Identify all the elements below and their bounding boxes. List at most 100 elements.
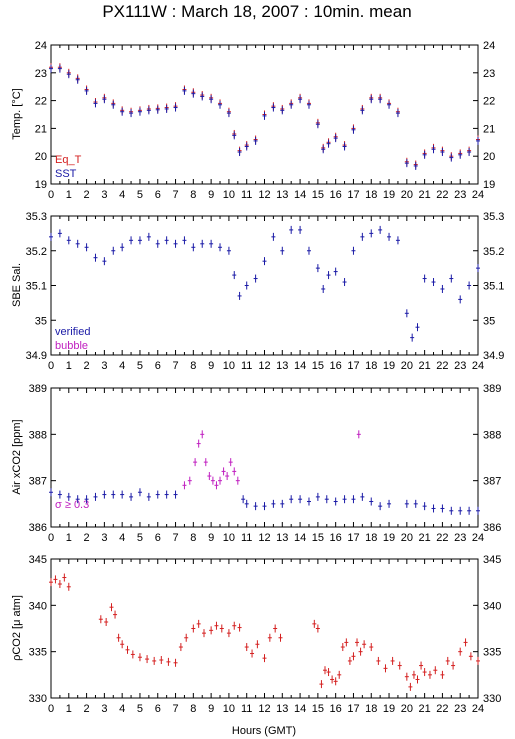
x-tick-label: 2: [84, 703, 90, 715]
y-tick-label-right: 21: [483, 123, 495, 135]
data-point: [408, 682, 413, 691]
data-point: [49, 232, 53, 241]
data-point: [326, 271, 331, 280]
x-tick-label: 19: [383, 532, 395, 544]
data-point: [113, 610, 118, 619]
data-point: [93, 492, 98, 501]
y-tick-label: 20: [35, 151, 47, 163]
x-tick-label: 8: [190, 703, 196, 715]
y-tick-label: 23: [35, 68, 47, 80]
data-point: [109, 603, 114, 612]
data-point: [241, 495, 246, 504]
data-point: [369, 229, 374, 238]
data-point: [449, 153, 454, 162]
data-point: [271, 103, 276, 112]
data-point: [427, 670, 432, 679]
x-tick-label: 8: [190, 532, 196, 544]
y-tick-label-right: 23: [483, 68, 495, 80]
x-axis-label: Hours (GMT): [232, 725, 296, 737]
data-point: [340, 643, 345, 652]
data-point: [262, 654, 267, 663]
data-point: [360, 492, 365, 501]
data-point: [250, 649, 255, 658]
x-tick-label: 19: [383, 703, 395, 715]
data-point: [413, 499, 418, 508]
x-tick-label: 13: [276, 360, 288, 372]
data-point: [467, 506, 472, 515]
data-point: [120, 107, 125, 116]
data-point: [155, 239, 160, 248]
temperature-panel: Temp. [°C] Eq_T SST 0 1 2 3 4 5 6 7 8 9 10 11 12 13 14…: [11, 40, 495, 201]
data-point: [422, 502, 427, 511]
data-point: [155, 490, 160, 499]
data-point: [111, 246, 116, 255]
x-tick-label: 18: [365, 360, 377, 372]
data-point: [351, 495, 356, 504]
data-point: [104, 618, 109, 627]
data-point: [422, 150, 427, 159]
x-tick-label: 7: [172, 532, 178, 544]
data-point: [333, 497, 338, 506]
data-point: [209, 626, 214, 635]
x-tick-label: 22: [436, 703, 448, 715]
data-point: [273, 624, 278, 633]
y-tick-label-right: 24: [483, 40, 495, 52]
data-point: [315, 624, 320, 633]
x-tick-label: 22: [436, 360, 448, 372]
data-point: [360, 106, 365, 115]
data-point: [75, 239, 80, 248]
data-point: [173, 490, 178, 499]
data-point: [330, 675, 335, 684]
x-tick-label: 16: [330, 189, 342, 201]
data-point: [255, 640, 260, 649]
x-tick-label: 0: [48, 532, 54, 544]
data-point: [191, 624, 196, 633]
x-tick-label: 17: [347, 360, 359, 372]
x-tick-label: 14: [294, 532, 306, 544]
x-tick-label: 13: [276, 532, 288, 544]
y-tick-label-right: 345: [483, 554, 501, 566]
y-tick-label-right: 19: [483, 179, 495, 191]
data-point: [319, 680, 324, 689]
data-point: [342, 495, 347, 504]
y-tick-label-right: 35.1: [483, 281, 504, 293]
data-point: [159, 656, 164, 665]
data-point: [326, 668, 331, 677]
data-point: [306, 497, 311, 506]
data-point: [431, 278, 436, 287]
x-tick-label: 4: [119, 360, 125, 372]
data-point: [467, 148, 472, 157]
x-tick-label: 15: [312, 703, 324, 715]
data-point: [449, 274, 454, 283]
data-point: [218, 100, 223, 109]
data-point: [53, 575, 58, 584]
x-tick-label: 19: [383, 360, 395, 372]
x-tick-label: 14: [294, 189, 306, 201]
data-point: [463, 638, 468, 647]
y-tick-label-right: 389: [483, 383, 501, 395]
x-tick-label: 9: [208, 703, 214, 715]
temperature-ylabel: Temp. [°C]: [11, 88, 23, 139]
data-point: [164, 490, 169, 499]
y-tick-label-right: 35: [483, 315, 495, 327]
data-point: [404, 672, 409, 681]
data-point: [315, 264, 320, 273]
data-point: [387, 232, 392, 241]
x-tick-label: 10: [223, 703, 235, 715]
data-point: [458, 150, 463, 159]
data-point: [271, 499, 276, 508]
data-point: [226, 109, 231, 118]
y-tick-label: 388: [29, 429, 47, 441]
x-tick-label: 7: [172, 360, 178, 372]
x-tick-label: 24: [472, 703, 484, 715]
x-tick-label: 9: [208, 189, 214, 201]
data-point: [226, 246, 231, 255]
data-point: [235, 476, 240, 485]
x-tick-label: 12: [258, 532, 270, 544]
data-point: [369, 95, 374, 104]
data-point: [196, 619, 201, 628]
y-tick-label: 340: [29, 600, 47, 612]
data-point: [182, 236, 187, 245]
data-point: [146, 492, 151, 501]
data-point: [209, 239, 214, 248]
